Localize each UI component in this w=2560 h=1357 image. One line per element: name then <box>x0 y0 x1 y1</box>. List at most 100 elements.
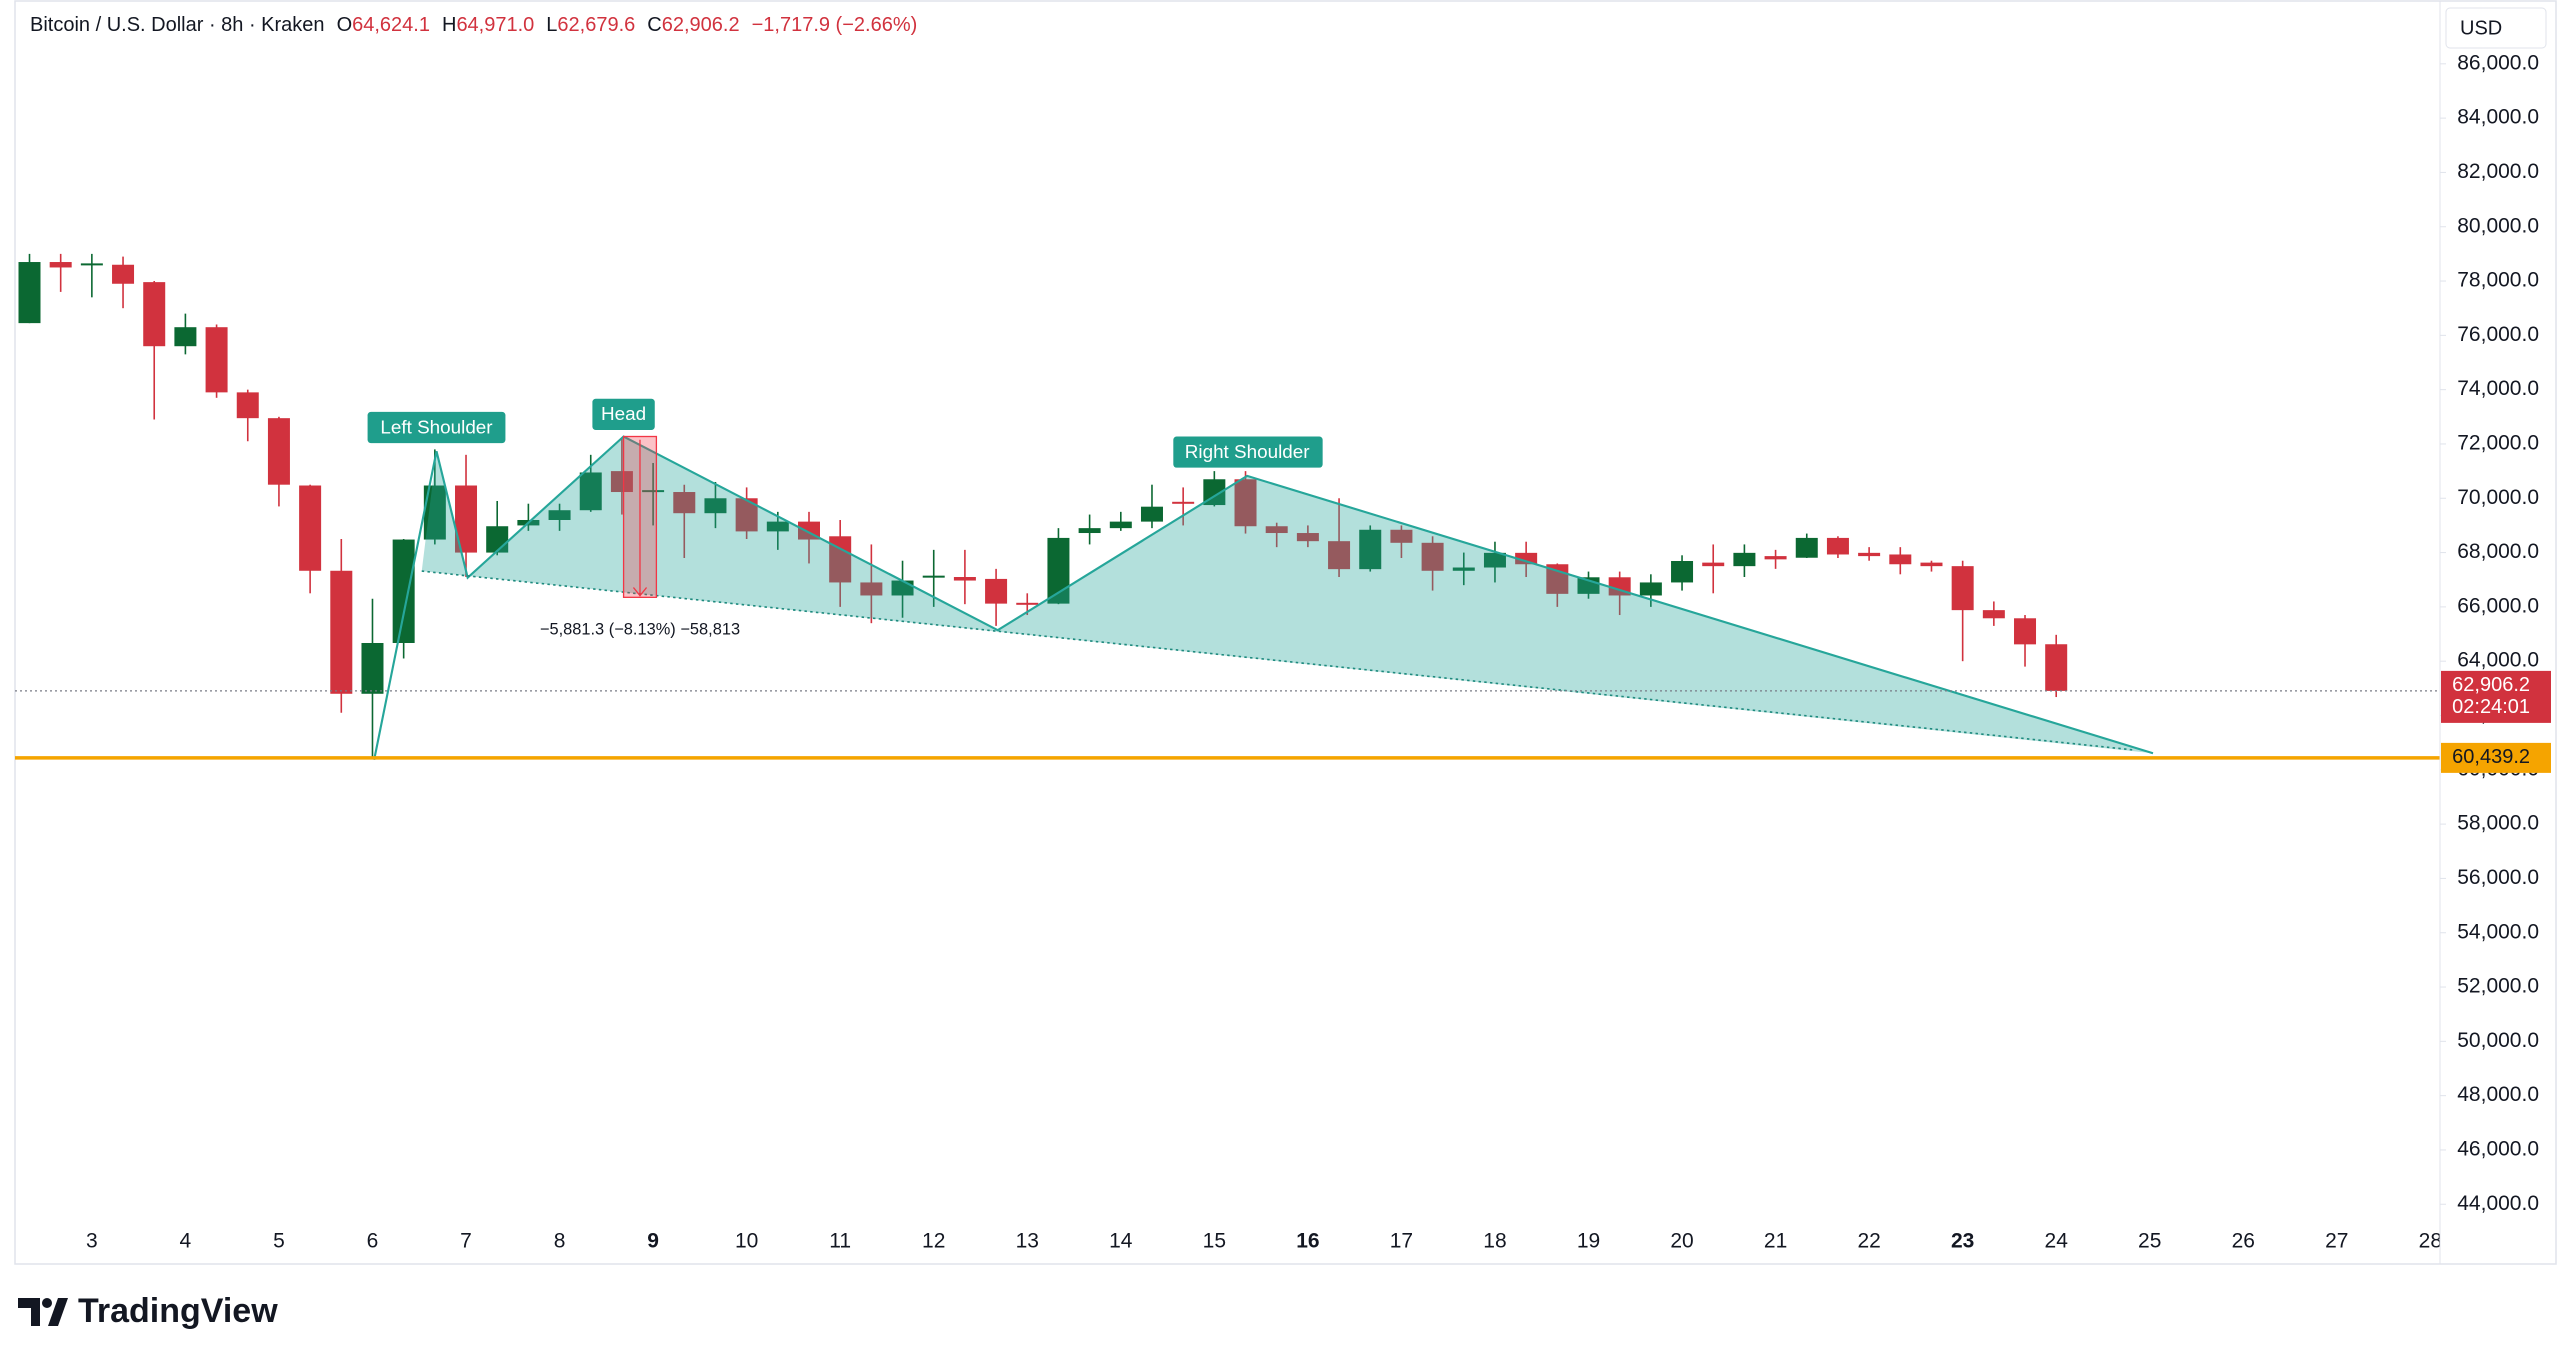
x-tick-label: 10 <box>735 1230 758 1253</box>
candle-body <box>1826 537 1849 555</box>
x-tick-label: 19 <box>1577 1230 1600 1253</box>
y-tick-label: 50,000.0 <box>2457 1029 2539 1052</box>
ohlc-value: 62,906.2 <box>661 14 740 36</box>
x-tick-label: 22 <box>1857 1230 1880 1253</box>
candle-body <box>642 490 665 493</box>
y-tick-label: 52,000.0 <box>2457 975 2539 998</box>
x-tick-label: 14 <box>1109 1230 1133 1253</box>
candle-body <box>766 521 789 532</box>
y-tick-label: 54,000.0 <box>2457 920 2539 943</box>
candle-body <box>143 282 166 347</box>
x-tick-label: 24 <box>2045 1230 2069 1253</box>
ohlc-value: 64,971.0 <box>456 14 535 36</box>
candle-body <box>1078 528 1101 534</box>
pattern-fill <box>421 436 2153 754</box>
candle-body <box>704 498 727 514</box>
hline-label-box <box>2441 742 2551 773</box>
currency-box[interactable] <box>2445 7 2547 49</box>
candle-body <box>1858 552 1881 557</box>
y-tick-label: 44,000.0 <box>2457 1192 2539 1215</box>
x-tick-label: 7 <box>460 1230 472 1253</box>
candle-body <box>1328 541 1351 570</box>
candle-body <box>1234 479 1257 527</box>
candle-body <box>49 262 72 268</box>
ohlc-key: H <box>441 14 457 36</box>
candle-body <box>267 418 290 485</box>
y-tick-label: 80,000.0 <box>2457 214 2539 237</box>
candle-body <box>1172 501 1195 504</box>
label-box <box>367 411 506 444</box>
legend-header: Bitcoin / U.S. Dollar · 8h · Kraken O64,6… <box>30 14 929 37</box>
x-tick-label: 9 <box>647 1230 659 1253</box>
x-tick-label: 28 <box>2419 1230 2442 1253</box>
candle-body <box>1452 567 1475 571</box>
candle-body <box>1265 526 1288 534</box>
current-price-label: 62,906.2 <box>2452 674 2530 696</box>
candle-body <box>2014 618 2037 645</box>
candle-body <box>80 263 103 266</box>
change: −1,717.9 (−2.66%) <box>751 14 918 36</box>
y-tick-label: 64,000.0 <box>2457 649 2539 672</box>
x-tick-label: 15 <box>1203 1230 1226 1253</box>
candle-body <box>2045 644 2068 691</box>
symbol-title: Bitcoin / U.S. Dollar · 8h · Kraken <box>30 14 325 36</box>
candle-body <box>205 327 228 393</box>
candle-body <box>112 264 135 284</box>
candle-body <box>330 570 353 694</box>
y-tick-label: 76,000.0 <box>2457 323 2539 346</box>
candle-body <box>1639 582 1662 596</box>
y-tick-label: 84,000.0 <box>2457 106 2539 129</box>
x-tick-label: 23 <box>1951 1230 1974 1253</box>
candle-body <box>1515 552 1538 565</box>
candle-body <box>423 485 446 540</box>
countdown: 02:24:01 <box>2452 696 2530 718</box>
measure-label: −5,881.3 (−8.13%) −58,813 <box>540 620 740 638</box>
candle-body <box>392 539 415 643</box>
y-tick-label: 48,000.0 <box>2457 1083 2539 1106</box>
ohlc-value: 64,624.1 <box>352 14 430 36</box>
x-tick-label: 8 <box>554 1230 566 1253</box>
pattern-overlay: −5,881.3 (−8.13%) −58,813 Left Shoulder … <box>367 398 2154 760</box>
candle-body <box>860 582 883 596</box>
x-tick-label: 4 <box>180 1230 192 1253</box>
candle-body <box>236 392 259 419</box>
hline-label: 60,439.2 <box>2452 746 2530 768</box>
candle-body <box>579 472 602 511</box>
x-tick-label: 18 <box>1483 1230 1506 1253</box>
x-tick-label: 17 <box>1390 1230 1413 1253</box>
candle-body <box>610 471 633 493</box>
candle-body <box>735 498 758 532</box>
ohlc-key: L <box>546 14 558 36</box>
candle-body <box>1109 521 1132 529</box>
x-tick-label: 12 <box>922 1230 945 1253</box>
y-tick-label: 72,000.0 <box>2457 432 2539 455</box>
candle-body <box>985 578 1008 604</box>
candle-body <box>1483 552 1506 568</box>
label-box <box>1173 436 1323 468</box>
candle-body <box>1390 529 1413 543</box>
y-tick-label: 66,000.0 <box>2457 594 2539 617</box>
y-tick-label: 78,000.0 <box>2457 269 2539 292</box>
x-tick-label: 26 <box>2232 1230 2255 1253</box>
candle-body <box>1733 552 1756 567</box>
candle-body <box>1920 562 1943 567</box>
x-tick-label: 5 <box>273 1230 285 1253</box>
ohlc-key: O <box>336 14 353 36</box>
y-tick-label: 70,000.0 <box>2457 486 2539 509</box>
candle-body <box>548 510 571 520</box>
candle-body <box>18 262 41 324</box>
candle-body <box>361 642 384 694</box>
x-tick-label: 27 <box>2325 1230 2348 1253</box>
candle-body <box>455 485 478 553</box>
x-tick-label: 25 <box>2138 1230 2161 1253</box>
y-tick-label: 68,000.0 <box>2457 540 2539 563</box>
candle-body <box>1359 529 1382 570</box>
candle-body <box>1016 602 1039 605</box>
x-tick-label: 3 <box>86 1230 98 1253</box>
left-shoulder-label: Left Shoulder <box>380 416 492 437</box>
x-tick-label: 20 <box>1670 1230 1693 1253</box>
right-shoulder-label: Right Shoulder <box>1185 441 1310 462</box>
y-tick-label: 58,000.0 <box>2457 812 2539 835</box>
candle-body <box>673 492 696 514</box>
price-label-box <box>2441 670 2551 723</box>
